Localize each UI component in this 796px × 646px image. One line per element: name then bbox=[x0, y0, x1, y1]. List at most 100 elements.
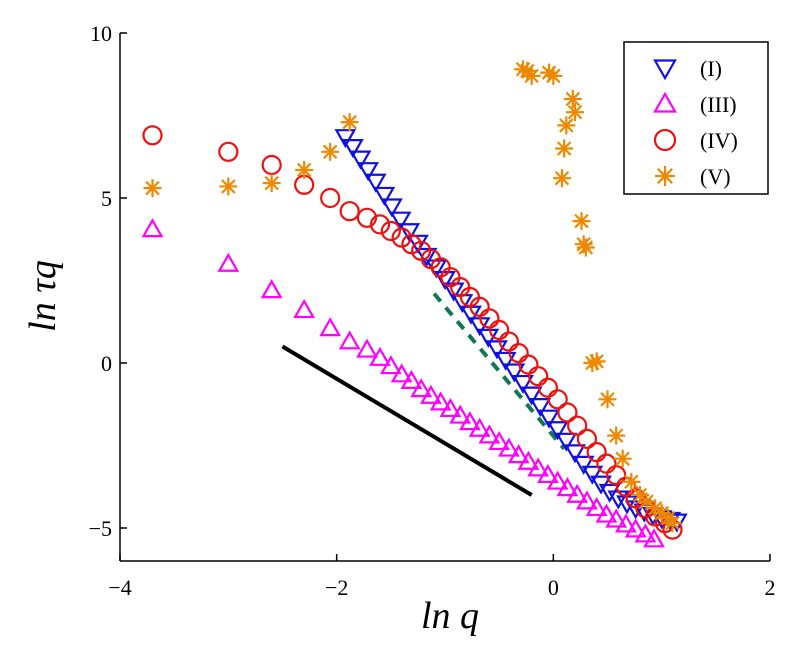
legend-items: (I) (III) (IV) (V) bbox=[653, 56, 738, 189]
marker-shape bbox=[356, 338, 378, 358]
y-ticks: −5 0 5 10 bbox=[89, 21, 127, 541]
data-point bbox=[663, 514, 682, 533]
data-point bbox=[478, 424, 501, 444]
data-point bbox=[507, 444, 530, 464]
marker-shape bbox=[486, 340, 508, 360]
legend-marker bbox=[653, 91, 677, 113]
data-point bbox=[357, 162, 379, 182]
marker-stroke bbox=[322, 144, 338, 160]
legend-marker bbox=[653, 59, 677, 81]
marker-shape bbox=[398, 223, 421, 243]
marker-shape bbox=[547, 389, 568, 410]
marker-shape bbox=[449, 404, 472, 424]
marker-shape bbox=[537, 463, 559, 484]
x-ticks: −4 −2 0 2 bbox=[108, 554, 776, 600]
marker-shape bbox=[538, 409, 560, 429]
data-point bbox=[547, 389, 568, 410]
data-point bbox=[564, 444, 586, 464]
marker-shape bbox=[596, 453, 617, 474]
marker-shape bbox=[339, 201, 360, 222]
marker-stroke bbox=[565, 91, 581, 107]
marker-shape bbox=[576, 428, 598, 449]
data-point bbox=[420, 384, 442, 404]
data-point bbox=[369, 214, 391, 235]
x-tick-label: −4 bbox=[108, 575, 131, 600]
data-point bbox=[486, 340, 508, 360]
marker-stroke bbox=[624, 474, 639, 490]
data-point bbox=[624, 518, 647, 538]
marker-stroke bbox=[639, 494, 654, 509]
marker-stroke bbox=[589, 354, 604, 369]
data-point bbox=[295, 160, 314, 179]
data-point bbox=[566, 103, 584, 122]
marker-shape bbox=[512, 374, 534, 395]
x-tick-label: 2 bbox=[765, 575, 776, 600]
series-star bbox=[143, 60, 682, 533]
y-axis-label-text: ln τq bbox=[22, 260, 64, 332]
marker-shape bbox=[572, 455, 595, 475]
data-point bbox=[218, 141, 239, 162]
marker-shape bbox=[595, 503, 618, 523]
data-point bbox=[503, 363, 526, 383]
reference-line-dashed bbox=[432, 292, 566, 451]
data-point bbox=[585, 496, 608, 517]
marker-shape bbox=[634, 523, 657, 543]
marker-shape bbox=[389, 211, 412, 231]
marker-shape bbox=[356, 207, 378, 228]
marker-shape bbox=[529, 398, 552, 418]
data-point bbox=[407, 234, 429, 254]
marker-stroke bbox=[600, 392, 615, 407]
legend-label: (III) bbox=[700, 92, 737, 117]
data-point bbox=[538, 409, 560, 429]
marker-shape bbox=[141, 218, 164, 238]
marker-shape bbox=[607, 490, 630, 510]
marker-stroke bbox=[567, 104, 583, 120]
marker-shape bbox=[334, 129, 357, 149]
data-point bbox=[494, 351, 517, 371]
marker-shape bbox=[555, 432, 578, 452]
marker-shape bbox=[653, 91, 677, 113]
data-point bbox=[439, 397, 462, 418]
y-tick-label: 5 bbox=[101, 186, 112, 211]
marker-stroke bbox=[665, 515, 680, 531]
data-point bbox=[381, 198, 403, 218]
marker-shape bbox=[369, 214, 391, 235]
data-point bbox=[544, 66, 563, 85]
data-point bbox=[563, 90, 582, 108]
marker-shape bbox=[624, 500, 647, 520]
marker-stroke bbox=[608, 428, 624, 443]
marker-stroke bbox=[556, 141, 572, 156]
x-axis-label: ln q bbox=[421, 595, 479, 637]
data-point bbox=[529, 398, 552, 418]
data-point bbox=[143, 179, 162, 198]
data-point bbox=[566, 483, 589, 503]
data-point bbox=[546, 470, 569, 490]
data-point bbox=[598, 390, 617, 409]
data-point bbox=[522, 66, 541, 85]
marker-shape bbox=[442, 282, 465, 302]
data-point bbox=[364, 173, 387, 193]
data-point bbox=[389, 211, 412, 231]
marker-shape bbox=[567, 415, 588, 436]
data-point bbox=[634, 523, 657, 543]
data-point bbox=[615, 513, 637, 533]
series-circle bbox=[142, 125, 683, 540]
data-point bbox=[449, 404, 472, 424]
data-point bbox=[468, 417, 491, 437]
marker-stroke bbox=[554, 170, 570, 186]
legend-box bbox=[623, 41, 769, 195]
marker-shape bbox=[498, 437, 520, 457]
marker-shape bbox=[527, 457, 550, 477]
plot-frame bbox=[119, 33, 770, 562]
data-point bbox=[142, 125, 163, 146]
data-point bbox=[607, 490, 630, 510]
marker-shape bbox=[598, 483, 621, 503]
data-point bbox=[613, 449, 632, 468]
marker-shape bbox=[643, 528, 665, 548]
y-tick-label: 0 bbox=[101, 351, 112, 376]
data-point bbox=[339, 201, 360, 222]
marker-shape bbox=[379, 355, 402, 375]
data-point bbox=[459, 411, 481, 431]
marker-shape bbox=[218, 141, 239, 162]
data-point bbox=[576, 490, 598, 510]
